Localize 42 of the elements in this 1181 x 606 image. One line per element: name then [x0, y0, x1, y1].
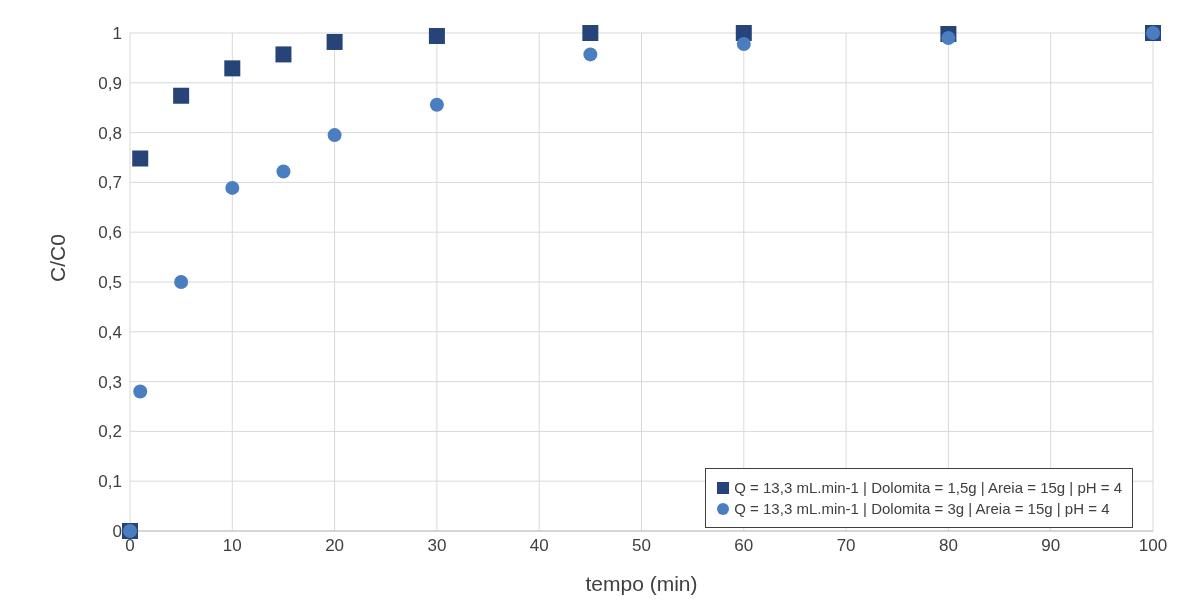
point	[132, 150, 149, 167]
point	[941, 30, 956, 45]
y-tick-label: 1	[112, 24, 122, 44]
point	[583, 47, 598, 62]
x-tick-label: 40	[529, 536, 549, 556]
point	[275, 46, 292, 63]
y-axis-title: C/C0	[46, 234, 70, 282]
point	[224, 60, 241, 77]
y-tick-label: 0,6	[98, 223, 122, 243]
x-tick-label: 30	[427, 536, 447, 556]
x-tick-label: 50	[632, 536, 651, 556]
point	[173, 87, 190, 104]
point	[225, 180, 240, 195]
y-tick-label: 0,4	[98, 322, 122, 342]
x-tick-label: 0	[125, 536, 135, 556]
point	[582, 25, 599, 41]
point	[327, 128, 342, 143]
legend-label: Q = 13,3 mL.min-1 | Dolomita = 1,5g | Areia = 15g | pH = 4	[734, 479, 1122, 496]
point	[133, 384, 148, 399]
x-tick-label: 20	[325, 536, 345, 556]
x-tick-label: 70	[836, 536, 856, 556]
point	[736, 36, 751, 51]
y-tick-label: 0,5	[98, 273, 122, 293]
y-tick-label: 0	[112, 522, 122, 542]
point	[276, 164, 291, 179]
x-tick-label: 100	[1138, 536, 1168, 556]
x-axis-title: tempo (min)	[585, 572, 698, 595]
point	[174, 275, 189, 289]
y-tick-label: 0,2	[98, 422, 122, 442]
y-tick-label: 0,3	[98, 372, 122, 392]
y-tick-label: 0,7	[98, 173, 122, 193]
point	[428, 27, 445, 44]
x-tick-label: 10	[222, 536, 242, 556]
y-tick-label: 0,9	[98, 73, 122, 93]
y-tick-label: 0,1	[98, 472, 122, 492]
point	[326, 33, 343, 50]
x-tick-label: 80	[938, 536, 958, 556]
x-tick-label: 90	[1041, 536, 1061, 556]
x-tick-label: 60	[734, 536, 754, 556]
point	[429, 97, 444, 112]
legend-label: Q = 13,3 mL.min-1 | Dolomita = 3g | Areia = 15g | pH = 4	[734, 500, 1110, 517]
y-tick-label: 0,8	[98, 123, 122, 143]
